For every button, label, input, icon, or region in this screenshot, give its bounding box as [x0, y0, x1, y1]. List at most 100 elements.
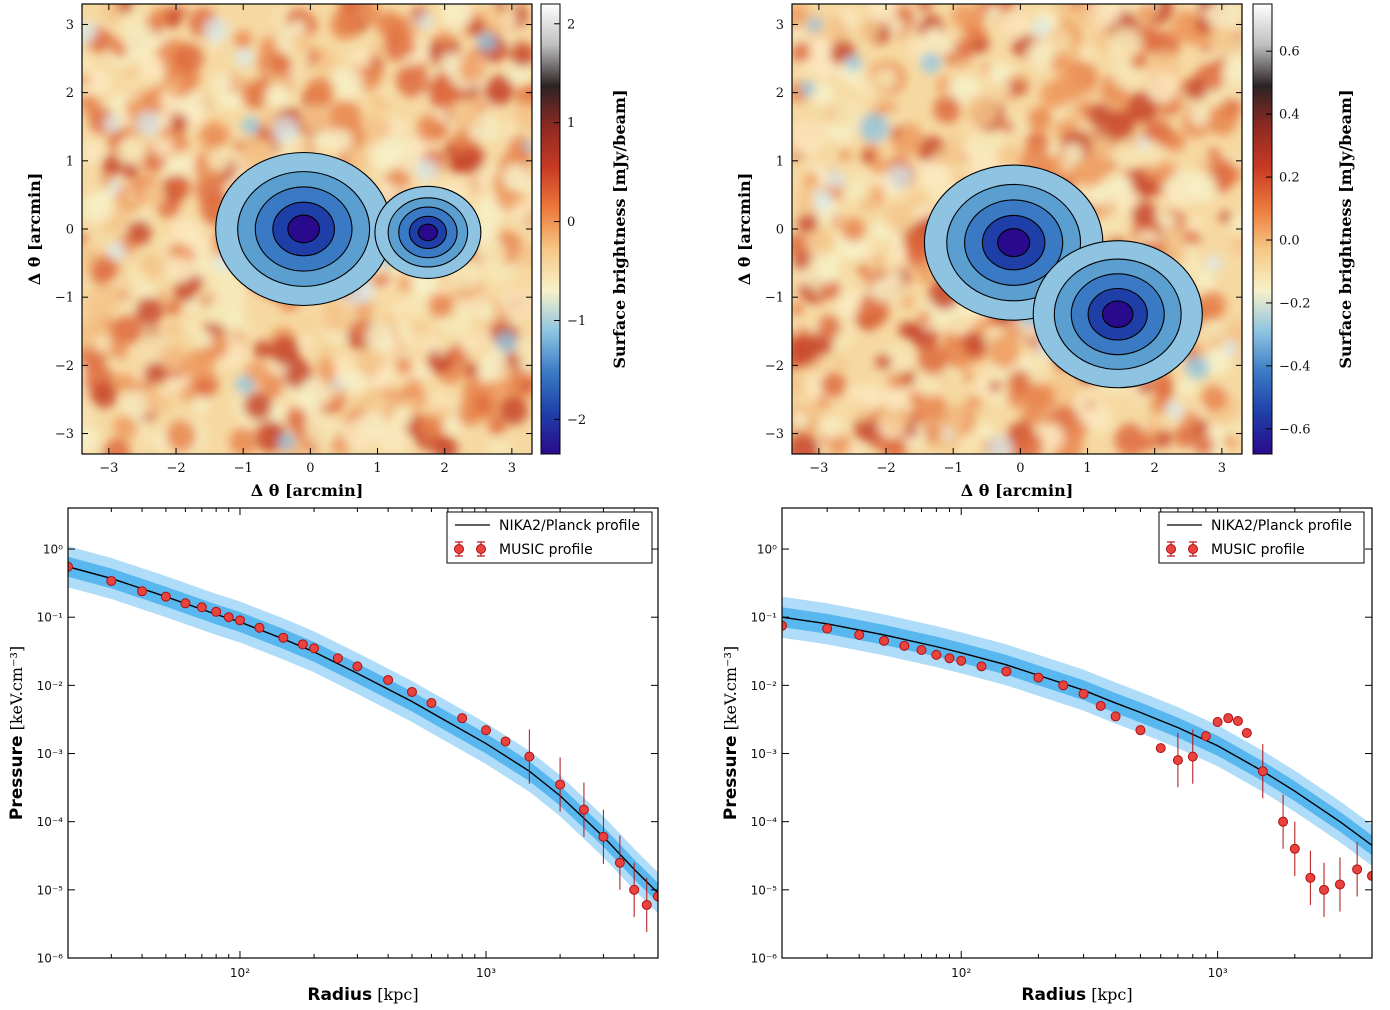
x-tick-label: 1 — [1083, 461, 1091, 476]
music-data-point — [1241, 728, 1252, 738]
x-tick-label: 10³ — [1208, 966, 1228, 980]
music-data-point — [457, 713, 468, 724]
x-tick-label: −2 — [166, 461, 185, 476]
map-ticks-right: −3 −2 −1 0 1 2 3 3 2 1 0 −1 −2 −3 — [765, 4, 1242, 476]
brightness-contour — [997, 228, 1031, 258]
profile-xlabel-right: Radius [kpc] — [1021, 985, 1132, 1005]
y-tick-label: 10⁻¹ — [37, 611, 64, 625]
y-tick-label: 3 — [776, 18, 784, 33]
music-data-point — [500, 736, 511, 747]
legend-marker-swatch-left — [454, 541, 486, 557]
brightness-contour — [287, 214, 321, 244]
y-tick-label: 10⁻⁶ — [37, 952, 64, 966]
y-tick-label: 10⁻² — [37, 679, 64, 693]
colorbar-tick-label: 0.6 — [1279, 45, 1300, 60]
music-data-point — [137, 586, 148, 597]
y-tick-label: 0 — [776, 223, 784, 238]
music-data-point — [1334, 879, 1345, 890]
y-tick-label: 10⁻⁴ — [37, 815, 64, 829]
map-panel-right: −3 −2 −1 0 1 2 3 3 2 1 0 −1 −2 −3 Δ θ [arcmin] Δ θ [a… — [735, 3, 1355, 500]
y-tick-label: 1 — [66, 154, 74, 169]
surface-brightness-map-left — [82, 4, 532, 454]
music-data-point — [1367, 870, 1372, 881]
music-data-point — [383, 674, 394, 685]
music-data-point — [211, 606, 222, 617]
music-data-point — [1187, 751, 1198, 762]
music-data-point — [976, 661, 987, 672]
music-data-point — [555, 779, 566, 790]
music-data-point — [1033, 672, 1044, 683]
uncertainty-band-outer — [782, 596, 1372, 866]
music-data-point — [641, 899, 652, 910]
music-data-point — [1200, 731, 1211, 742]
music-data-point — [1212, 717, 1223, 728]
legend-marker-swatch-right — [1166, 541, 1198, 557]
music-data-point — [1110, 711, 1121, 722]
x-tick-label: −3 — [99, 461, 118, 476]
y-tick-label: 1 — [776, 154, 784, 169]
map-xlabel-right: Δ θ [arcmin] — [961, 481, 1074, 500]
music-data-point — [578, 804, 589, 815]
y-tick-label: −2 — [765, 359, 784, 374]
x-tick-label: 0 — [306, 461, 314, 476]
colorbar-tick-label: 0 — [567, 215, 575, 230]
profile-panel-right: 10² 10³ 10⁰ 10⁻¹ 10⁻² 10⁻³ 10⁻⁴ 10⁻⁵ 10⁻⁶ Radius… — [721, 507, 1373, 1005]
colorbar-tick-label: 1 — [567, 116, 575, 131]
y-tick-label: −1 — [55, 291, 74, 306]
y-tick-label: 2 — [66, 86, 74, 101]
music-data-point — [1257, 766, 1268, 777]
map-ylabel-left: Δ θ [arcmin] — [25, 173, 44, 286]
profile-frame-left — [67, 507, 659, 959]
y-tick-label: 10⁻⁵ — [37, 883, 64, 897]
x-tick-label: 2 — [441, 461, 449, 476]
colorbar-ticks-left: 2 1 0 −1 −2 — [554, 17, 586, 428]
brightness-contour — [417, 223, 438, 242]
colorbar-label-left: Surface brightness [mJy/beam] — [610, 89, 629, 368]
music-data-point — [1289, 843, 1300, 854]
music-data-point — [1305, 872, 1316, 883]
x-tick-label: 1 — [373, 461, 381, 476]
legend-entry-markers-left: MUSIC profile — [499, 542, 593, 558]
y-tick-label: 2 — [776, 86, 784, 101]
map-xlabel-left: Δ θ [arcmin] — [251, 481, 364, 500]
map-ylabel-right: Δ θ [arcmin] — [735, 173, 754, 286]
surface-brightness-map-right — [792, 4, 1242, 454]
music-data-point — [1319, 884, 1330, 895]
music-data-point — [332, 653, 343, 664]
music-data-point — [481, 725, 492, 736]
y-tick-label: −3 — [765, 427, 784, 442]
music-data-point — [278, 632, 289, 643]
pressure-profile-plot-left — [68, 546, 658, 933]
y-tick-label: −3 — [55, 427, 74, 442]
x-tick-label: −1 — [234, 461, 253, 476]
map-panel-left: −3 −2 −1 0 1 2 3 3 2 1 0 −1 −2 −3 Δ θ [arcmin] Δ θ [a… — [25, 3, 629, 500]
map-ticks-left: −3 −2 −1 0 1 2 3 3 2 1 0 −1 −2 −3 — [55, 4, 532, 476]
x-tick-label: 10² — [230, 966, 250, 980]
pressure-profile-plot-right — [782, 596, 1372, 917]
colorbar-tick-label: 2 — [567, 17, 575, 32]
profile-line — [782, 616, 1372, 846]
music-data-point — [653, 891, 658, 902]
colorbar-tick-label: 0.4 — [1279, 108, 1300, 123]
legend-entry-line-left: NIKA2/Planck profile — [499, 518, 640, 534]
x-tick-label: 3 — [508, 461, 516, 476]
music-data-point — [254, 622, 265, 633]
legend-left: NIKA2/Planck profile MUSIC profile — [446, 511, 653, 564]
uncertainty-band-inner — [68, 556, 658, 903]
x-tick-label: −1 — [944, 461, 963, 476]
colorbar-tick-label: 0.2 — [1279, 171, 1300, 186]
music-data-point — [1078, 688, 1089, 699]
profile-ylabel-left: Pressure [keV.cm⁻³] — [7, 646, 27, 820]
profile-xlabel-left: Radius [kpc] — [307, 985, 418, 1005]
music-data-point — [106, 575, 117, 586]
music-data-point — [1058, 680, 1069, 691]
colorbar-ticks-right: 0.6 0.4 0.2 0.0 −0.2 −0.4 −0.6 — [1266, 45, 1311, 437]
music-data-point — [1135, 725, 1146, 736]
y-tick-label: 10⁻³ — [37, 747, 64, 761]
profile-ylabel-right: Pressure [keV.cm⁻³] — [721, 646, 741, 820]
music-data-point — [297, 639, 308, 650]
music-data-point — [614, 857, 625, 868]
music-data-point — [1223, 713, 1234, 724]
y-tick-label: 10⁻⁴ — [751, 815, 778, 829]
